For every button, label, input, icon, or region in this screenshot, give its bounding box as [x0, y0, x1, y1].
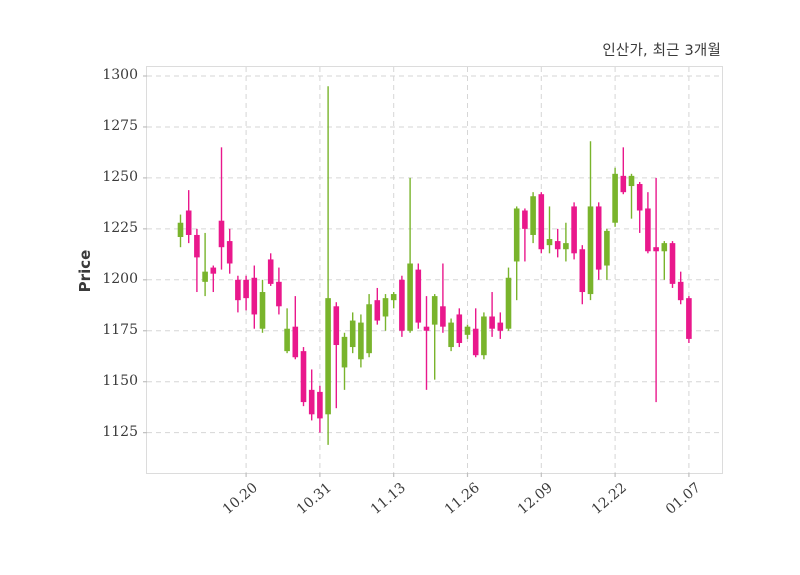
y-tick-label: 1275 [102, 117, 138, 134]
candle-body [546, 239, 553, 246]
candle-body [243, 279, 249, 299]
candle-body [308, 389, 315, 415]
candle-body [505, 277, 512, 329]
candle-body [604, 230, 610, 266]
y-tick-label: 1225 [102, 219, 138, 236]
candle-body [251, 277, 258, 315]
x-tick-label: 10.20 [220, 479, 262, 518]
candle-body [202, 271, 208, 282]
candle-body [390, 294, 397, 301]
candle-body [538, 194, 545, 250]
candle-body [382, 298, 389, 317]
candle-body [563, 243, 569, 250]
candlestick-plot [143, 67, 722, 477]
candle-body [300, 351, 307, 403]
candle-body [579, 249, 586, 293]
candle-body [513, 208, 520, 262]
x-tick-label: 11.26 [441, 479, 483, 518]
x-tick-label: 12.22 [589, 479, 631, 518]
candle-body [530, 196, 536, 235]
candle-body [620, 175, 627, 193]
candle-body [210, 267, 217, 274]
x-tick-label: 12.09 [515, 479, 557, 518]
candle-body [472, 328, 479, 356]
candle-body [218, 220, 225, 248]
x-tick-label: 11.13 [367, 479, 409, 518]
candle-body [440, 306, 446, 327]
y-tick-label: 1300 [102, 67, 138, 83]
y-tick-label: 1150 [102, 372, 138, 389]
candle-body [276, 281, 282, 307]
y-tick-label: 1200 [102, 270, 138, 287]
y-tick-label: 1125 [102, 423, 138, 440]
y-tick-label: 1250 [102, 168, 138, 185]
candle-body [661, 243, 668, 252]
candle-body [333, 306, 340, 346]
candle-body [677, 281, 684, 301]
candle-body [259, 292, 266, 329]
plot-area [143, 66, 723, 477]
y-tick-label: 1175 [102, 321, 138, 338]
candle-body [267, 259, 274, 284]
candle-body [686, 298, 692, 339]
candle-body [522, 210, 528, 229]
candle-body [456, 314, 463, 343]
candle-body [235, 279, 241, 301]
candle-body [669, 243, 676, 284]
candle-body [317, 391, 323, 419]
x-tick-label: 10.31 [293, 479, 335, 518]
chart-title: 인산가, 최근 3개월 [602, 43, 721, 59]
candle-body [628, 175, 635, 187]
candle-body [325, 298, 331, 415]
candle-body [185, 210, 192, 235]
candle-body [358, 322, 364, 360]
candle-body [423, 326, 430, 331]
candle-body [407, 263, 413, 331]
candle-body [226, 241, 233, 264]
candle-body [645, 208, 651, 252]
candle-body [415, 269, 422, 323]
x-tick-label: 01.07 [662, 479, 704, 518]
candle-body [636, 184, 643, 211]
candle-body [481, 316, 487, 356]
candle-body [374, 300, 381, 321]
candle-body [284, 328, 290, 352]
candle-body [571, 206, 577, 254]
candle-body [464, 326, 471, 335]
candle-body [177, 222, 184, 238]
candle-body [341, 336, 348, 368]
candle-body [194, 234, 200, 258]
candle-body [366, 304, 372, 354]
candle-body [489, 316, 495, 329]
candle-body [612, 173, 618, 223]
candle-body [497, 322, 504, 331]
candle-body [448, 322, 454, 348]
candle-body [349, 320, 356, 348]
candle-body [595, 206, 602, 270]
candle-body [587, 206, 594, 295]
candle-body [431, 296, 438, 325]
candle-body [292, 326, 299, 358]
candle-body [653, 247, 659, 252]
candle-body [554, 241, 561, 250]
candle-body [399, 279, 405, 331]
